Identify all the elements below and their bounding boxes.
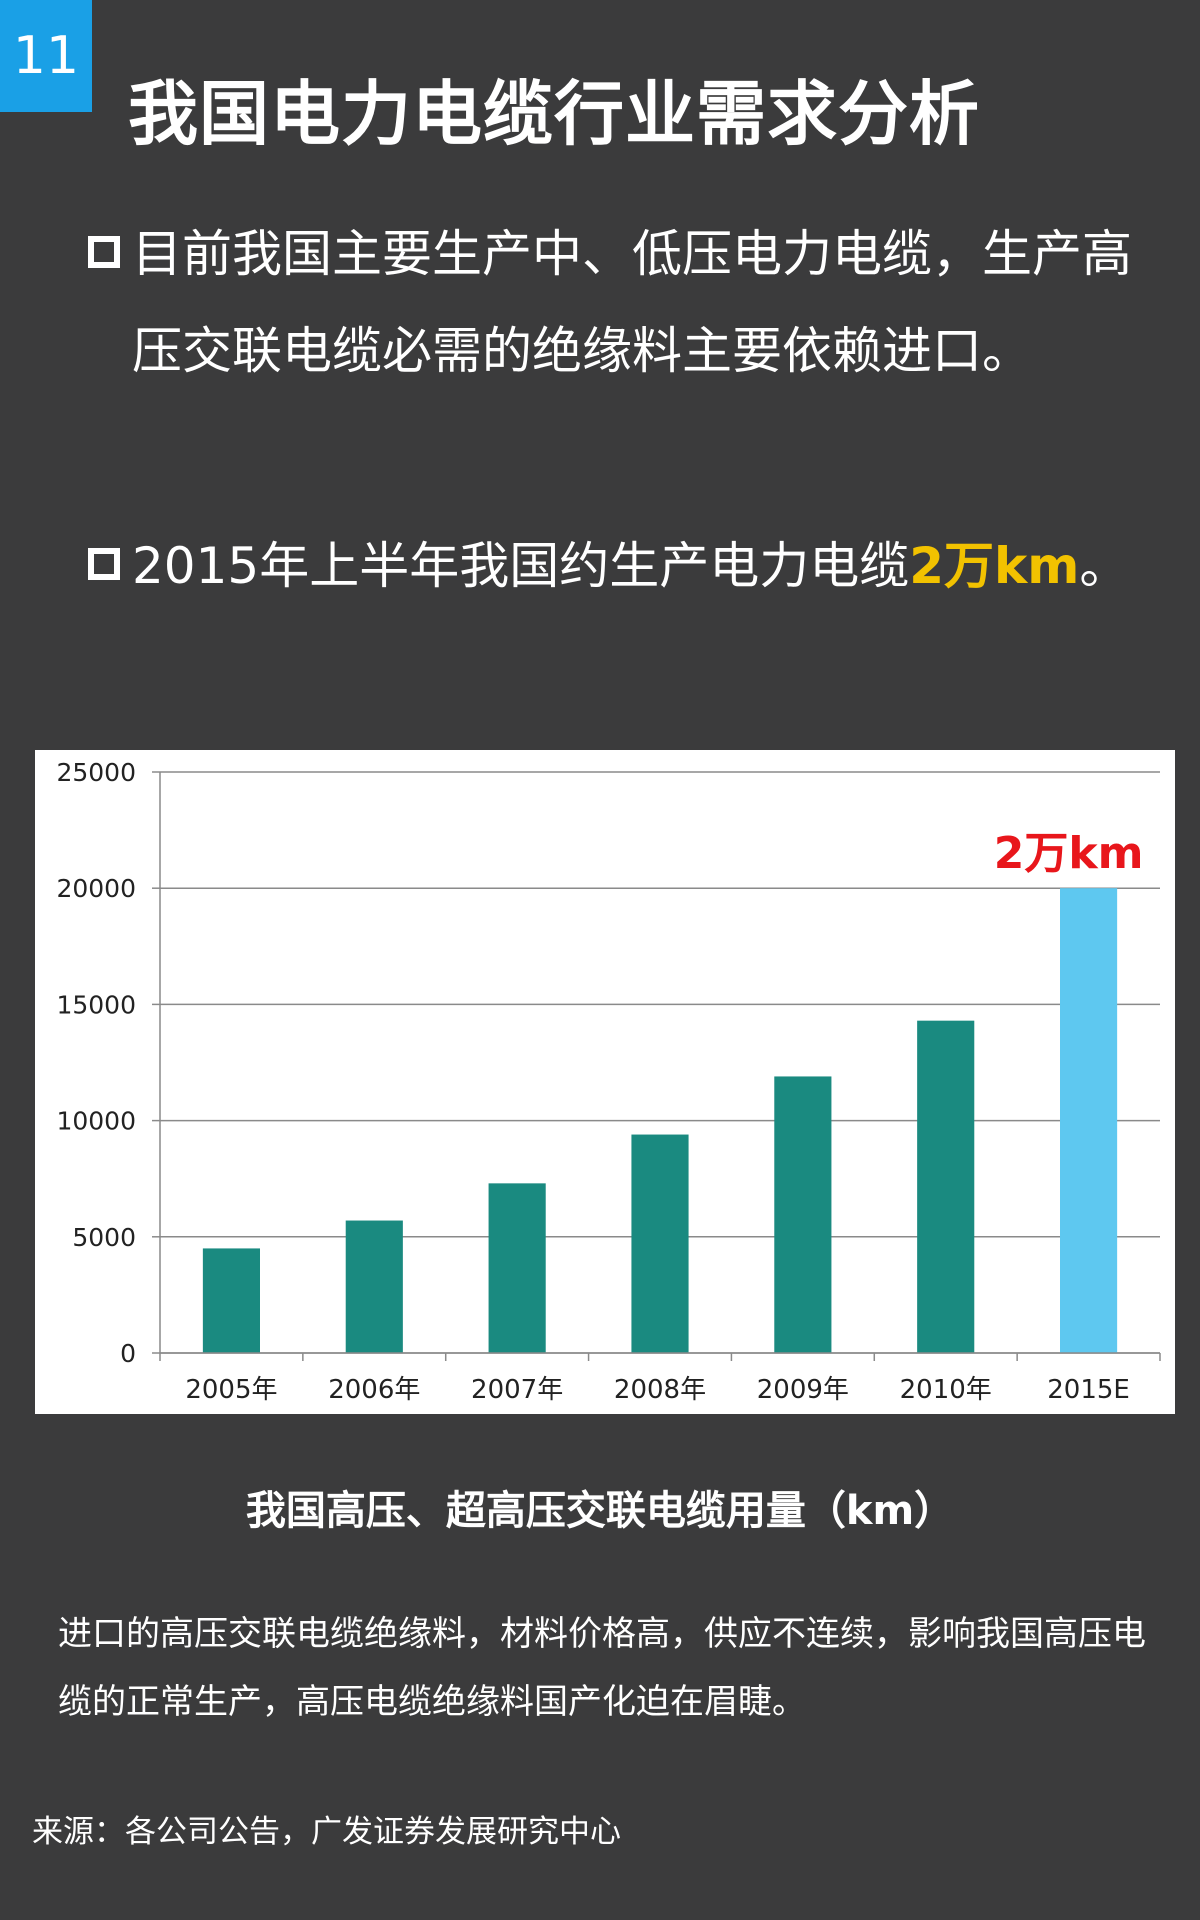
bar-4	[631, 1134, 689, 1353]
bar-6	[917, 1020, 975, 1353]
bullet-text-after: 。	[1079, 537, 1130, 595]
bar-5	[774, 1076, 832, 1353]
bullet-square-icon	[88, 236, 120, 268]
x-tick-label: 2005年	[185, 1375, 277, 1405]
bullet-item-2: 2015年上半年我国约生产电力电缆2万km。	[88, 518, 1172, 615]
x-tick-label: 2009年	[757, 1375, 849, 1405]
x-tick-label: 2007年	[471, 1375, 563, 1405]
bullet-square-icon	[88, 548, 120, 580]
source-text: 来源：各公司公告，广发证券发展研究中心	[32, 1814, 621, 1850]
slide-number-badge: 11	[0, 0, 92, 112]
y-tick-label: 15000	[56, 990, 136, 1019]
bullet-highlight: 2万km	[909, 537, 1080, 595]
x-tick-label: 2008年	[614, 1375, 706, 1405]
y-tick-label: 5000	[72, 1223, 136, 1252]
x-tick-label: 2006年	[328, 1375, 420, 1405]
x-tick-label: 2010年	[900, 1375, 992, 1405]
bar-chart: 0 5000 10000 15000 20000 25000 2005年 2006年 2007年…	[35, 750, 1175, 1414]
chart-title: 我国高压、超高压交联电缆用量（km）	[245, 1488, 955, 1534]
y-tick-label: 25000	[56, 758, 136, 787]
bullet-item-1: 目前我国主要生产中、低压电力电缆，生产高压交联电缆必需的绝缘料主要依赖进口。	[88, 206, 1172, 400]
y-tick-label: 0	[120, 1339, 136, 1368]
note-text: 进口的高压交联电缆绝缘料，材料价格高，供应不连续，影响我国高压电缆的正常生产，高…	[58, 1614, 1146, 1722]
y-tick-label: 10000	[56, 1107, 136, 1136]
slide-title: 我国电力电缆行业需求分析	[128, 73, 980, 155]
y-tick-label: 20000	[56, 874, 136, 903]
bar-3	[488, 1183, 546, 1353]
bullet-text: 2015年上半年我国约生产电力电缆2万km。	[132, 518, 1172, 615]
bullet-text: 目前我国主要生产中、低压电力电缆，生产高压交联电缆必需的绝缘料主要依赖进口。	[132, 225, 1132, 380]
bar-chart-svg: 0 5000 10000 15000 20000 25000 2005年 2006年 2007年…	[56, 758, 1161, 1405]
bar-2	[345, 1220, 403, 1353]
bar-7	[1060, 888, 1118, 1353]
x-tick-label: 2015E	[1047, 1375, 1130, 1405]
bar-1	[202, 1248, 260, 1353]
bullet-text-before: 2015年上半年我国约生产电力电缆	[132, 537, 910, 595]
bar-annotation: 2万km	[994, 828, 1144, 879]
